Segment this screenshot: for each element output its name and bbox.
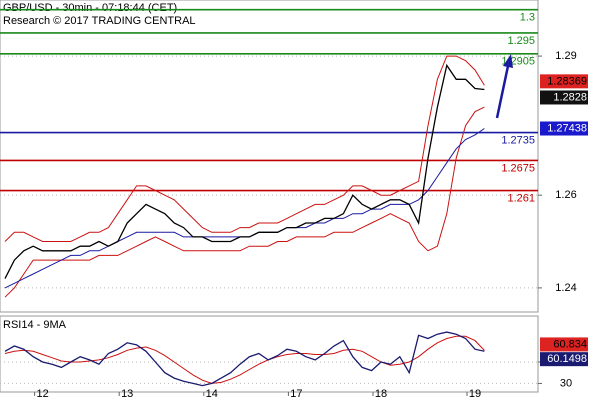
value-label: 1.2828 (553, 91, 587, 103)
value-label-box (540, 352, 588, 367)
value-label-box (540, 337, 588, 352)
rsi-title: RSI14 - 9MA (3, 319, 67, 331)
value-label-box (540, 121, 588, 136)
y-tick-label: 30 (560, 377, 572, 389)
level-label: 1.295 (507, 35, 535, 47)
level-label: 1.2675 (501, 162, 535, 174)
x-tick-label: 14 (206, 388, 218, 400)
value-label-box (540, 74, 588, 89)
series-line (4, 63, 485, 279)
chart-title: GBP/USD - 30min - 07:18:44 (CET) (3, 2, 177, 14)
level-label: 1.3 (520, 12, 535, 24)
plot: 1.24 1.26 1.29 1.3 1.295 1.2905 1.2735 1.2675 1.… (0, 8, 588, 400)
value-label-box (540, 90, 588, 105)
y-tick-label: 1.26 (555, 189, 576, 201)
x-tick-label: 19 (469, 388, 481, 400)
level-label: 1.2905 (501, 56, 535, 68)
value-label: 1.28369 (547, 75, 587, 87)
series-line (4, 106, 485, 298)
series-line (4, 55, 485, 242)
x-tick-label: 18 (375, 388, 387, 400)
x-tick-label: 17 (290, 388, 302, 400)
x-tick-label: 12 (36, 388, 48, 400)
value-label: 60.834 (553, 338, 587, 350)
forecast-arrow (495, 65, 510, 119)
rsi-panel (0, 315, 539, 393)
value-label: 60.1498 (547, 353, 587, 365)
level-label: 1.2735 (501, 134, 535, 146)
y-tick-label: 1.29 (555, 50, 576, 62)
series-line (4, 331, 485, 387)
forecast-arrowhead (503, 54, 513, 68)
chart-subtitle: Research © 2017 TRADING CENTRAL (3, 15, 196, 27)
level-label: 1.261 (507, 192, 535, 204)
y-tick-label: 1.24 (555, 282, 576, 294)
value-label: 1.27438 (547, 122, 587, 134)
x-tick-label: 13 (121, 388, 133, 400)
series-line (4, 335, 485, 384)
